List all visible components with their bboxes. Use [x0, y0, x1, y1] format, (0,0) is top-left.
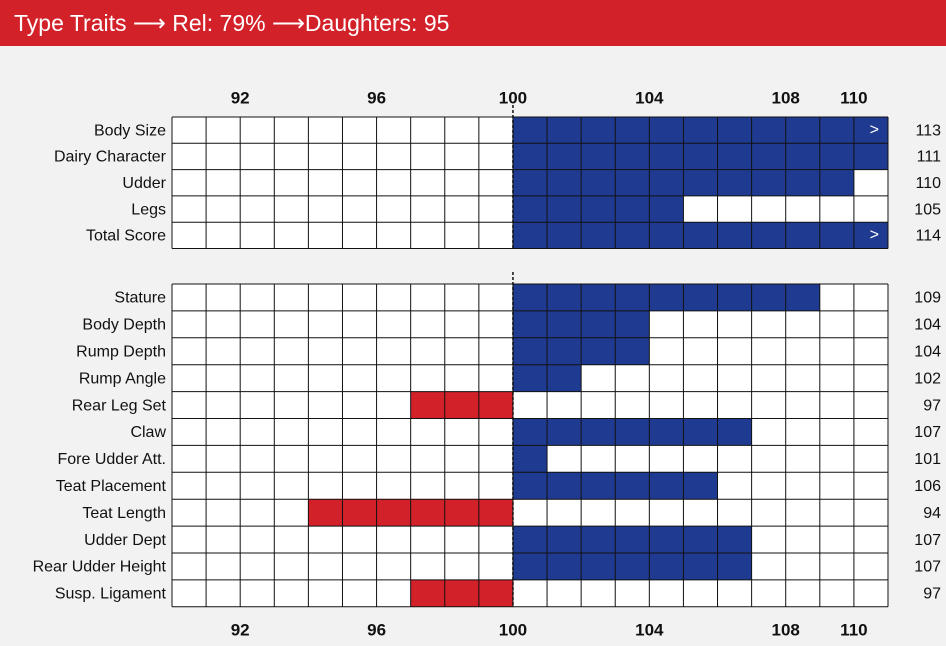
category-label: Rump Angle	[79, 370, 166, 387]
overflow-marker: >	[870, 121, 879, 138]
category-label: Body Depth	[82, 317, 166, 334]
x-tick-label: 104	[635, 88, 664, 107]
category-label: Susp. Ligament	[55, 586, 167, 603]
x-tick-label: 104	[635, 620, 664, 639]
category-label: Body Size	[94, 122, 166, 139]
value-label: 111	[917, 149, 941, 166]
bar	[512, 526, 752, 553]
category-label: Udder	[122, 175, 166, 192]
bar	[512, 418, 752, 446]
chart-title: Type Traits ⟶ Rel: 79% ⟶Daughters: 95	[14, 10, 449, 36]
bar	[512, 445, 548, 473]
value-label: 105	[914, 201, 941, 218]
value-label: 114	[915, 228, 941, 245]
category-label: Rear Udder Height	[33, 559, 167, 576]
x-tick-label: 100	[499, 88, 527, 107]
value-label: 101	[914, 451, 941, 468]
category-label: Teat Length	[82, 505, 166, 522]
value-label: 102	[914, 370, 941, 387]
x-tick-label: 96	[367, 88, 386, 107]
x-tick-label: 110	[840, 88, 867, 107]
category-label: Claw	[130, 424, 166, 441]
value-label: 107	[914, 559, 941, 576]
value-label: 110	[915, 175, 941, 192]
bar	[512, 195, 684, 223]
bar	[512, 222, 888, 249]
value-label: 104	[914, 317, 941, 334]
bar	[410, 391, 513, 419]
category-label: Dairy Character	[54, 149, 167, 166]
bar	[512, 284, 820, 311]
value-label: 113	[915, 122, 941, 139]
value-label: 104	[914, 343, 941, 360]
overflow-marker: >	[870, 227, 879, 244]
value-label: 106	[914, 478, 941, 495]
x-tick-label: 108	[772, 88, 800, 107]
bar	[512, 117, 888, 144]
category-label: Stature	[114, 290, 166, 307]
value-label: 107	[914, 424, 941, 441]
value-label: 97	[923, 397, 941, 414]
value-label: 109	[914, 290, 941, 307]
value-label: 107	[914, 532, 941, 549]
bar	[512, 143, 888, 170]
x-tick-label: 96	[367, 620, 386, 639]
category-label: Rear Leg Set	[72, 397, 167, 414]
bar	[512, 553, 752, 580]
category-label: Legs	[131, 201, 166, 218]
x-tick-label: 110	[840, 620, 867, 639]
category-label: Total Score	[86, 228, 166, 245]
value-label: 97	[923, 586, 941, 603]
x-tick-label: 108	[772, 620, 800, 639]
x-tick-label: 100	[499, 620, 527, 639]
x-tick-label: 92	[231, 620, 250, 639]
category-label: Udder Dept	[84, 532, 166, 549]
category-label: Rump Depth	[76, 343, 166, 360]
category-label: Teat Placement	[56, 478, 167, 495]
header-band	[0, 0, 946, 46]
bar	[410, 579, 513, 607]
category-label: Fore Udder Att.	[58, 451, 167, 468]
value-label: 94	[923, 505, 941, 522]
x-tick-label: 92	[231, 88, 250, 107]
